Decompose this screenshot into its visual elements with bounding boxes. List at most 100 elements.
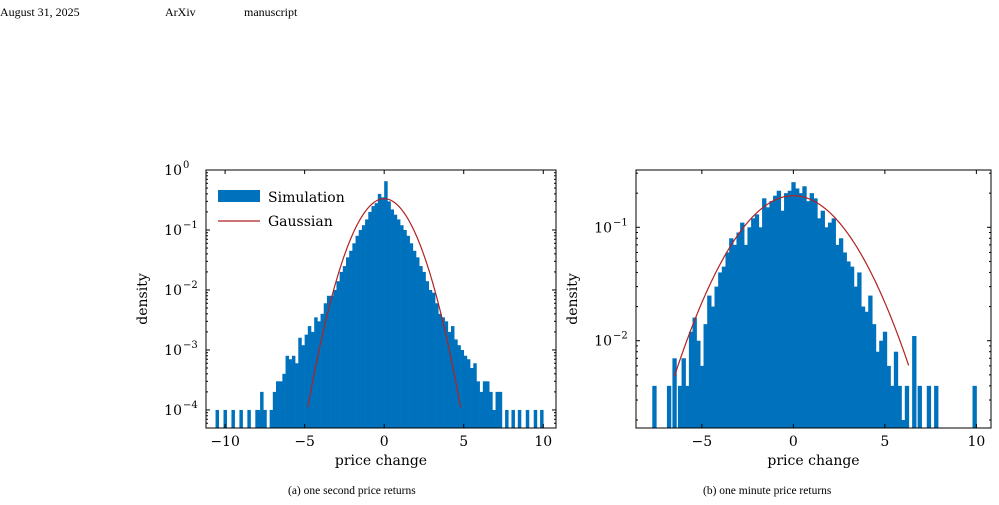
bar [279, 381, 283, 428]
bar [260, 391, 264, 428]
bar [444, 321, 449, 428]
bar [479, 391, 484, 428]
bar [320, 313, 325, 428]
bar [314, 317, 318, 428]
bar [533, 409, 538, 428]
y-tick-exponent: 0 [183, 160, 189, 171]
y-tick-label: 10 [164, 403, 182, 419]
bar [215, 409, 220, 428]
bar [435, 303, 439, 428]
bar [374, 203, 379, 428]
bar [285, 355, 290, 428]
bar [381, 197, 385, 428]
bar [425, 281, 430, 428]
bar [387, 201, 391, 428]
legend: Simulation Gaussian [218, 190, 345, 230]
bar [419, 266, 423, 428]
bar [406, 235, 410, 428]
bar [256, 409, 261, 428]
figure-b-caption: (b) one minute price returns [703, 485, 832, 497]
bar [361, 225, 366, 428]
bar [288, 359, 293, 428]
bar [441, 317, 445, 428]
header-doc-type: manuscript [244, 5, 298, 19]
bar [409, 243, 414, 428]
bar [466, 359, 471, 428]
bars-a [215, 181, 544, 428]
y-tick-label: 10 [164, 343, 182, 359]
y-tick-exponent: −3 [183, 340, 198, 351]
bar [377, 193, 382, 428]
bar [231, 409, 235, 428]
bar [416, 257, 420, 428]
bar [525, 409, 530, 428]
legend-label-gaussian: Gaussian [268, 214, 333, 230]
bar [342, 266, 347, 428]
bar [400, 225, 404, 428]
header-date: August 31, 2025 [0, 5, 80, 19]
bar [282, 373, 286, 428]
bar [482, 381, 487, 428]
y-tick-exponent: −2 [183, 280, 198, 291]
bar [492, 409, 496, 428]
bar [239, 409, 243, 428]
legend-label-simulation: Simulation [268, 190, 345, 206]
y-axis-label: density [135, 273, 151, 325]
x-tick-label: −10 [210, 434, 240, 450]
bar [330, 295, 334, 428]
bar [269, 409, 274, 428]
bar [317, 321, 321, 428]
bar [422, 271, 426, 428]
gaussian-curve [307, 198, 462, 408]
bar [368, 211, 372, 428]
bar [365, 219, 369, 428]
bar [349, 250, 353, 428]
bar [307, 326, 312, 428]
bar [276, 381, 280, 428]
bar [473, 363, 477, 428]
x-tick-label: 10 [534, 434, 552, 450]
bar [431, 292, 436, 428]
x-tick-label: −5 [294, 434, 315, 450]
bar [298, 337, 302, 428]
bar [336, 281, 340, 428]
bar [263, 409, 267, 428]
bar [396, 219, 401, 428]
bar [291, 355, 296, 428]
bar [301, 345, 305, 428]
bar [476, 381, 480, 428]
bar [451, 326, 455, 428]
y-tick-label: 10 [164, 223, 182, 239]
figure-a-caption: (a) one second price returns [288, 485, 416, 497]
bar [540, 409, 544, 428]
bar [358, 229, 363, 428]
y-tick-label: 10 [164, 283, 182, 299]
legend-swatch-simulation [218, 190, 260, 202]
bar [517, 409, 522, 428]
bar [339, 271, 344, 428]
bar [470, 368, 474, 428]
bar [333, 289, 337, 428]
bar [460, 349, 465, 428]
bar [489, 391, 493, 428]
bar [447, 331, 452, 428]
bar [495, 391, 500, 428]
bar [304, 334, 309, 428]
bar [371, 206, 375, 428]
bar [247, 409, 251, 428]
bar [403, 229, 407, 428]
bar [428, 289, 433, 428]
bar [511, 409, 515, 428]
bar [323, 303, 328, 428]
bar [486, 381, 490, 428]
bar [438, 313, 442, 428]
bar [272, 391, 277, 428]
header-venue: ArXiv [165, 5, 196, 19]
bar [346, 257, 350, 428]
bar [352, 243, 356, 428]
bar [457, 345, 461, 428]
bar [412, 250, 417, 428]
y-tick-exponent: −1 [183, 220, 198, 231]
bar [295, 363, 299, 428]
